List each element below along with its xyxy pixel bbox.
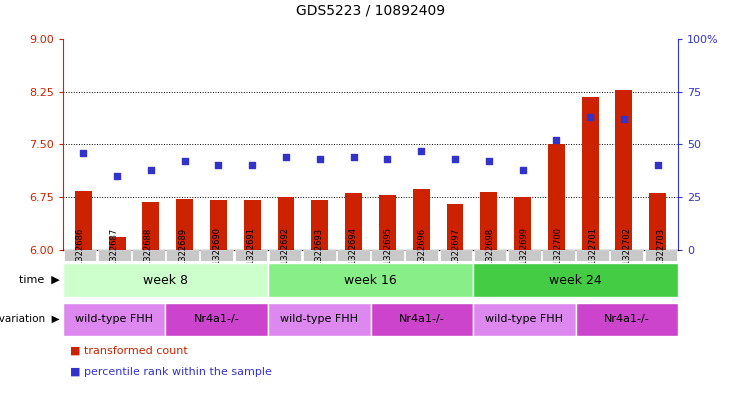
Point xyxy=(280,154,292,160)
Bar xyxy=(63,263,268,297)
Point xyxy=(77,150,89,156)
Point xyxy=(652,162,664,169)
Text: ■ percentile rank within the sample: ■ percentile rank within the sample xyxy=(70,367,272,377)
Point xyxy=(348,154,359,160)
Bar xyxy=(132,250,165,261)
Bar xyxy=(379,195,396,250)
Text: ■ transformed count: ■ transformed count xyxy=(70,346,188,356)
Bar xyxy=(75,191,92,250)
Bar xyxy=(473,263,678,297)
Text: wild-type FHH: wild-type FHH xyxy=(485,314,563,324)
Text: GDS5223 / 10892409: GDS5223 / 10892409 xyxy=(296,4,445,18)
Point xyxy=(111,173,123,179)
Bar xyxy=(576,303,678,336)
Text: GSM1322687: GSM1322687 xyxy=(110,227,119,284)
Bar xyxy=(200,250,233,261)
Bar xyxy=(166,250,199,261)
Bar xyxy=(473,303,576,336)
Bar xyxy=(616,90,632,250)
Bar xyxy=(582,97,599,250)
Bar xyxy=(370,303,473,336)
Point xyxy=(516,167,528,173)
Text: GSM1322696: GSM1322696 xyxy=(417,228,426,283)
Point xyxy=(246,162,258,169)
Bar xyxy=(98,250,130,261)
Bar xyxy=(303,250,336,261)
Text: GSM1322699: GSM1322699 xyxy=(519,228,529,283)
Bar xyxy=(278,197,294,250)
Bar xyxy=(542,250,575,261)
Bar xyxy=(645,250,677,261)
Bar xyxy=(165,303,268,336)
Text: genotype/variation  ▶: genotype/variation ▶ xyxy=(0,314,59,324)
Point xyxy=(449,156,461,162)
Text: GSM1322692: GSM1322692 xyxy=(281,228,290,283)
Bar xyxy=(268,303,370,336)
Point xyxy=(415,148,427,154)
Text: GSM1322697: GSM1322697 xyxy=(451,228,460,283)
Bar xyxy=(109,237,125,250)
Point xyxy=(382,156,393,162)
Bar xyxy=(244,200,261,250)
Bar xyxy=(413,189,430,250)
Bar xyxy=(269,250,302,261)
Text: GSM1322700: GSM1322700 xyxy=(554,228,563,283)
Text: GSM1322695: GSM1322695 xyxy=(383,228,392,283)
Bar xyxy=(439,250,472,261)
Bar xyxy=(447,204,463,250)
Bar xyxy=(576,250,609,261)
Text: GSM1322702: GSM1322702 xyxy=(622,228,631,283)
Text: week 16: week 16 xyxy=(344,274,397,286)
Point xyxy=(314,156,326,162)
Point xyxy=(618,116,630,122)
Bar xyxy=(337,250,370,261)
Point xyxy=(483,158,495,164)
Bar xyxy=(405,250,438,261)
Bar xyxy=(514,197,531,250)
Text: time  ▶: time ▶ xyxy=(19,275,59,285)
Bar xyxy=(176,199,193,250)
Text: GSM1322698: GSM1322698 xyxy=(485,228,494,283)
Text: wild-type FHH: wild-type FHH xyxy=(76,314,153,324)
Text: GSM1322701: GSM1322701 xyxy=(588,228,597,283)
Bar xyxy=(473,250,507,261)
Text: GSM1322693: GSM1322693 xyxy=(315,228,324,283)
Text: GSM1322694: GSM1322694 xyxy=(349,228,358,283)
Text: GSM1322689: GSM1322689 xyxy=(178,228,187,283)
Text: GSM1322688: GSM1322688 xyxy=(144,227,153,284)
Text: week 24: week 24 xyxy=(549,274,602,286)
Text: week 8: week 8 xyxy=(143,274,188,286)
Bar xyxy=(64,250,96,261)
Text: GSM1322691: GSM1322691 xyxy=(247,228,256,283)
Bar xyxy=(345,193,362,250)
Point xyxy=(145,167,157,173)
Text: wild-type FHH: wild-type FHH xyxy=(280,314,358,324)
Bar xyxy=(649,193,666,250)
Bar xyxy=(142,202,159,250)
Point xyxy=(584,114,596,120)
Bar xyxy=(210,200,227,250)
Point xyxy=(213,162,225,169)
Bar xyxy=(508,250,541,261)
Point xyxy=(551,137,562,143)
Bar xyxy=(611,250,643,261)
Bar xyxy=(268,263,473,297)
Text: GSM1322686: GSM1322686 xyxy=(76,227,84,284)
Text: Nr4a1-/-: Nr4a1-/- xyxy=(399,314,445,324)
Bar xyxy=(548,144,565,250)
Bar xyxy=(480,192,497,250)
Bar xyxy=(234,250,268,261)
Bar xyxy=(371,250,404,261)
Text: GSM1322703: GSM1322703 xyxy=(657,228,665,283)
Point xyxy=(179,158,190,164)
Text: Nr4a1-/-: Nr4a1-/- xyxy=(194,314,239,324)
Bar xyxy=(311,200,328,250)
Text: GSM1322690: GSM1322690 xyxy=(212,228,222,283)
Bar xyxy=(63,303,165,336)
Text: Nr4a1-/-: Nr4a1-/- xyxy=(604,314,650,324)
